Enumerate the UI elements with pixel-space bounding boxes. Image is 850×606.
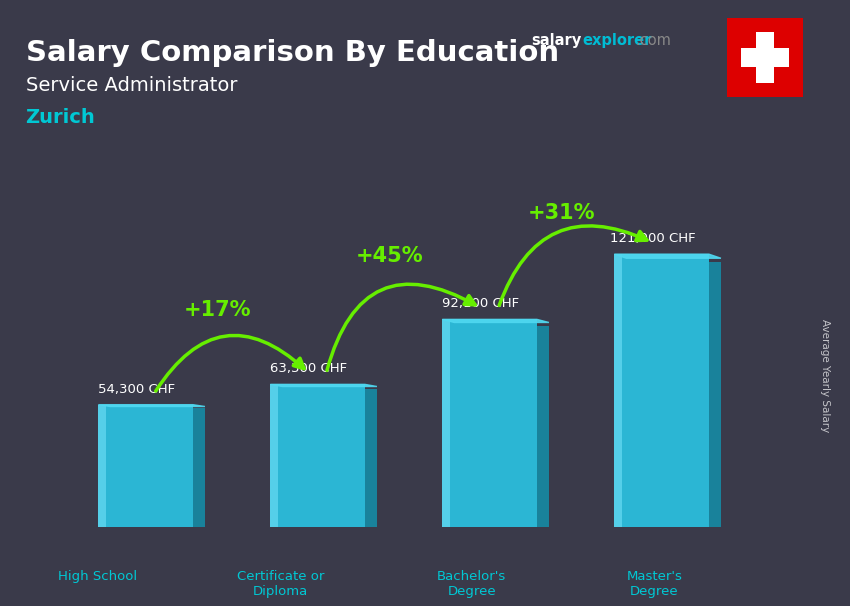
Text: High School: High School — [58, 570, 138, 582]
Bar — [270, 384, 365, 527]
Text: explorer: explorer — [582, 33, 652, 48]
Bar — [709, 262, 721, 527]
Bar — [615, 254, 709, 527]
Text: Master's
Degree: Master's Degree — [626, 570, 683, 598]
Bar — [442, 319, 450, 527]
Polygon shape — [442, 319, 549, 322]
Bar — [99, 405, 106, 527]
Text: Certificate or
Diploma: Certificate or Diploma — [237, 570, 324, 598]
Text: Salary Comparison By Education: Salary Comparison By Education — [26, 39, 558, 67]
Text: 63,300 CHF: 63,300 CHF — [270, 362, 348, 375]
Bar — [756, 32, 774, 83]
Text: +45%: +45% — [356, 245, 423, 265]
Text: 54,300 CHF: 54,300 CHF — [99, 382, 176, 396]
Bar — [740, 48, 790, 67]
Bar — [193, 408, 205, 527]
Bar — [615, 254, 622, 527]
Bar — [537, 325, 549, 527]
Text: +17%: +17% — [184, 300, 252, 320]
Text: salary: salary — [531, 33, 581, 48]
Bar — [365, 388, 377, 527]
Text: 121,000 CHF: 121,000 CHF — [610, 232, 696, 245]
Bar — [99, 405, 193, 527]
Text: Bachelor's
Degree: Bachelor's Degree — [437, 570, 507, 598]
Text: Zurich: Zurich — [26, 108, 95, 127]
Bar — [442, 319, 537, 527]
Bar — [270, 384, 278, 527]
Text: +31%: +31% — [528, 203, 596, 223]
Text: Average Yearly Salary: Average Yearly Salary — [820, 319, 830, 432]
Text: 92,100 CHF: 92,100 CHF — [443, 298, 519, 310]
Polygon shape — [270, 384, 377, 387]
Text: .com: .com — [636, 33, 672, 48]
Polygon shape — [615, 254, 721, 258]
Polygon shape — [99, 405, 205, 407]
Text: Service Administrator: Service Administrator — [26, 76, 237, 95]
